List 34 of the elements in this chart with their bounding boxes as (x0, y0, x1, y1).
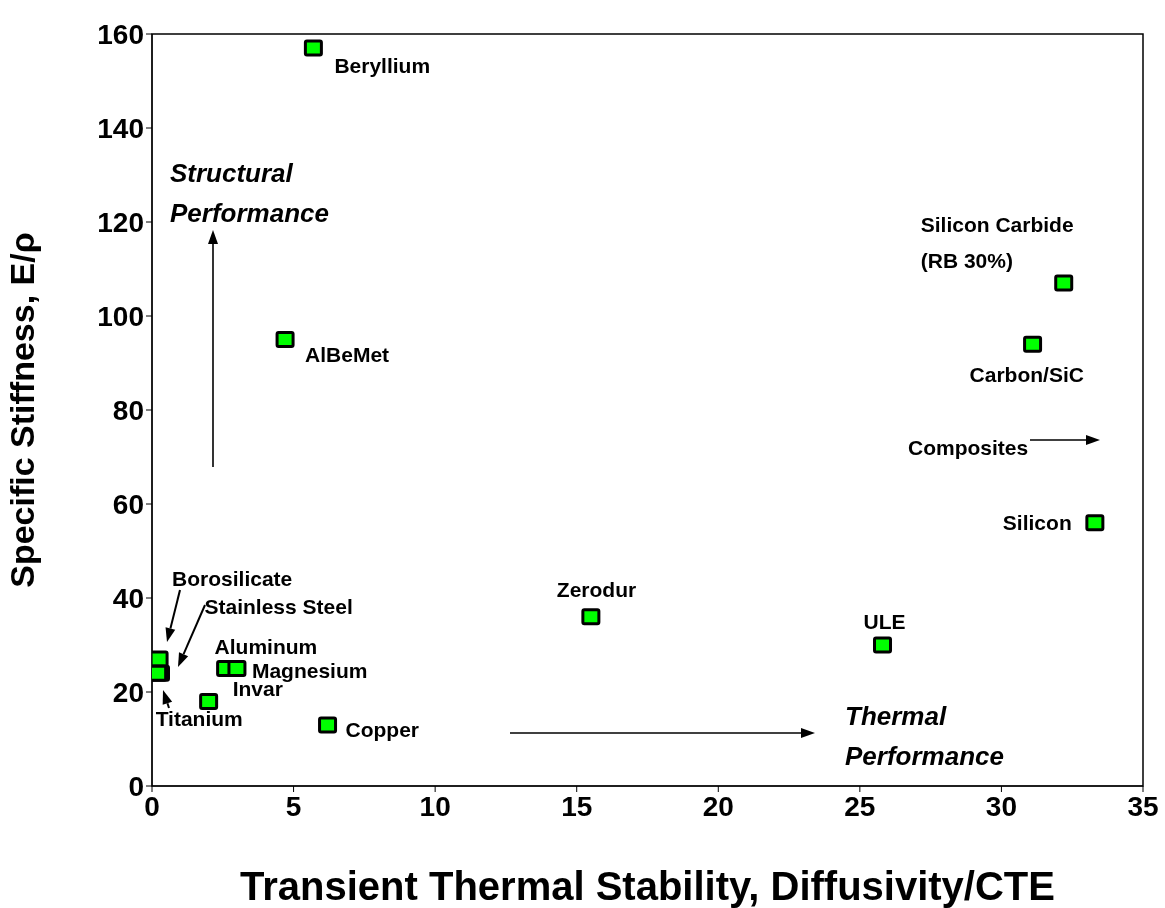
data-label: Beryllium (334, 54, 431, 78)
data-label: Aluminum (214, 634, 318, 658)
x-axis-title: Transient Thermal Stability, Diffusivity/CTE (240, 864, 1055, 908)
x-tick-label: 30 (985, 790, 1018, 822)
data-label: Silicon (1002, 510, 1072, 534)
y-tick-label: 0 (128, 770, 144, 802)
y-tick-label: 20 (112, 676, 144, 708)
y-tick-label: 140 (97, 112, 144, 144)
data-label: Stainless Steel (204, 595, 353, 619)
data-label: Magnesium (251, 658, 368, 682)
data-label: Zerodur (556, 577, 637, 601)
x-tick-label: 20 (702, 790, 734, 822)
x-tick-label: 5 (285, 790, 302, 822)
data-label: ULE (863, 610, 906, 633)
data-label: Carbon/SiC (969, 363, 1084, 387)
annotation: Composites (908, 436, 1029, 459)
y-tick-label: 160 (97, 18, 144, 50)
y-tick-label: 80 (112, 394, 144, 426)
y-axis-title: Specific Stiffness, E/ρ (3, 232, 42, 588)
y-tick-label: 60 (112, 488, 144, 520)
x-tick-label: 25 (844, 790, 876, 822)
y-tick-label: 40 (112, 582, 144, 614)
x-tick-label: 15 (561, 790, 593, 822)
data-label: Titanium (155, 707, 243, 731)
annotation: Structural Performance (170, 158, 329, 228)
data-label: Copper (345, 717, 420, 741)
y-tick-label: 100 (97, 300, 144, 332)
y-tick-label: 120 (97, 206, 144, 238)
x-tick-label: 35 (1127, 790, 1159, 822)
annotation: Thermal Performance (845, 701, 1004, 771)
data-label: AlBeMet (305, 342, 390, 366)
x-tick-label: 10 (419, 790, 451, 822)
data-label: Silicon Carbide (RB 30%) (920, 213, 1074, 273)
data-label: Borosilicate (172, 567, 293, 591)
